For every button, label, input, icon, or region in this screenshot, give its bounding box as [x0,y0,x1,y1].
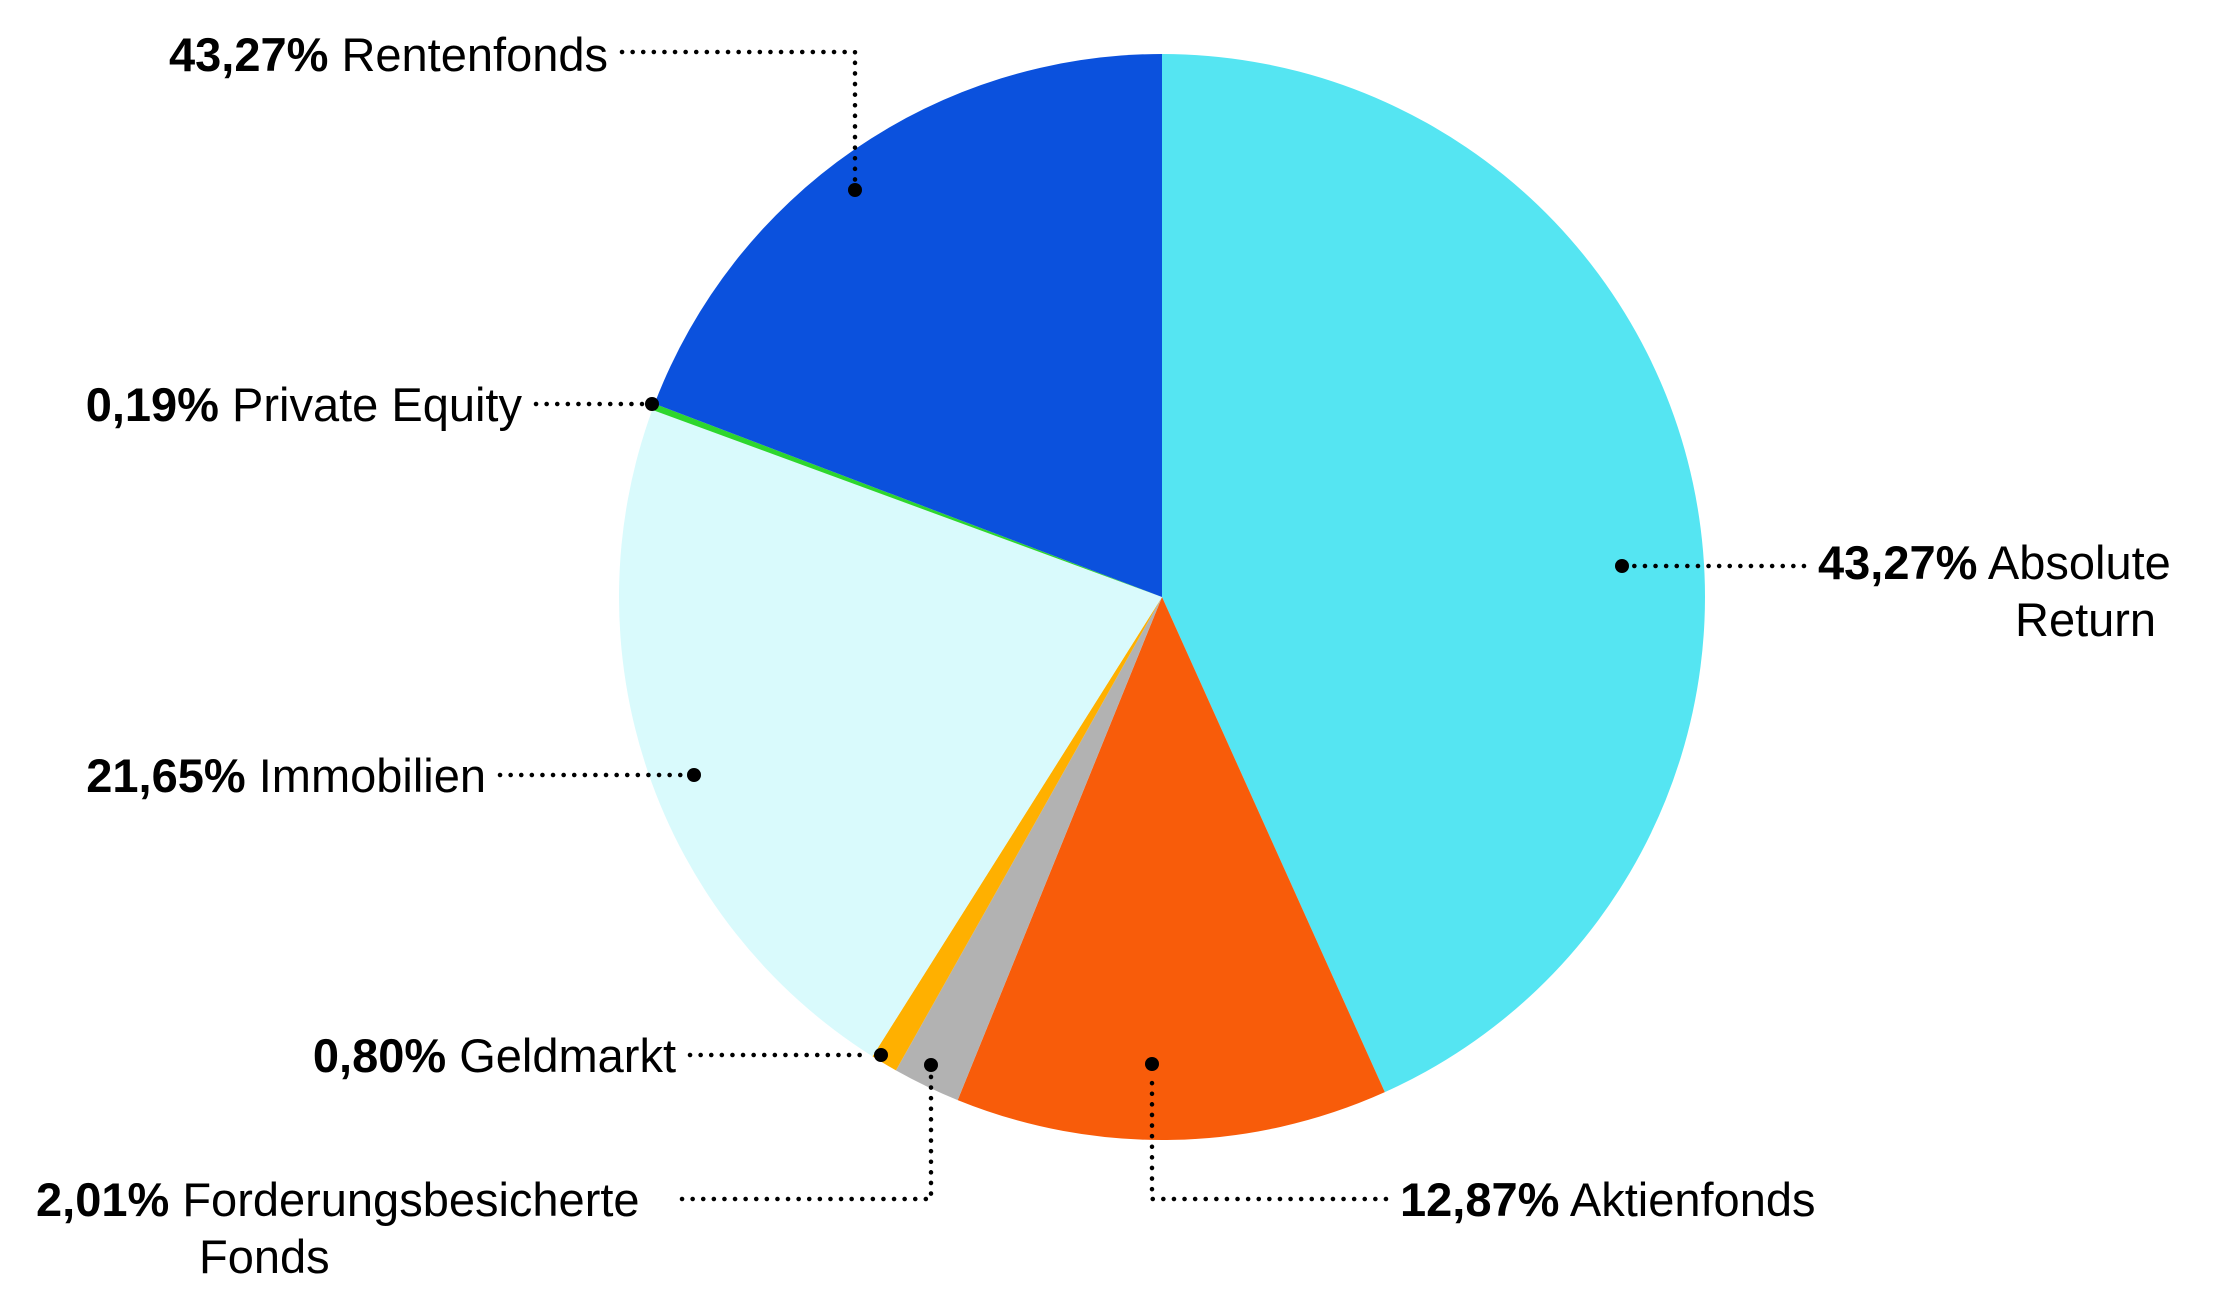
pie-slice-rentenfonds [654,54,1162,597]
pie-slice-aktienfonds [957,597,1385,1140]
pie-slice-geldmarkt [872,597,1162,1071]
private-equity-label: Private Equity [232,378,522,431]
callout-forderungsbesicherte-fonds: 2,01% Forderungsbesicherte Fonds [36,1171,640,1285]
geldmarkt-value: 0,80% [312,1029,447,1082]
callout-dot-rentenfonds [848,183,862,197]
forderungsbesicherte-label-line1: Forderungsbesicherte [182,1173,640,1226]
pie-slice-private-equity [652,403,1162,597]
aktienfonds-value: 12,87% [1400,1173,1560,1226]
absolute-return-line1: 43,27% Absolute [1818,534,2171,591]
callout-dot-private-equity [645,397,659,411]
leader-line-aktienfonds [1149,1072,1389,1202]
pie-slice-absolute-return [1162,54,1705,1093]
aktienfonds-label: Aktienfonds [1569,1173,1816,1226]
immobilien-label: Immobilien [258,749,486,802]
callout-dot-absolute-return [1615,559,1629,573]
callout-rentenfonds: 43,27% Rentenfonds [169,26,608,83]
private-equity-value: 0,19% [85,378,219,431]
absolute-return-value: 43,27% [1818,536,1978,589]
pie-slice-forderungsbesicherte-fonds [895,597,1162,1101]
immobilien-value: 21,65% [86,749,246,802]
callout-absolute-return: 43,27% Absolute Return [1818,534,2171,648]
callout-geldmarkt: 0,80% Geldmarkt [313,1027,676,1084]
leader-line-rentenfonds [619,49,858,184]
rentenfonds-label: Rentenfonds [341,28,608,81]
forderungsbesicherte-value: 2,01% [36,1173,170,1226]
pie-slice-immobilien [619,409,1162,1057]
forderungsbesicherte-line1: 2,01% Forderungsbesicherte [36,1171,640,1228]
rentenfonds-value: 43,27% [168,28,329,81]
callout-dot-immobilien [687,768,701,782]
callout-dot-aktienfonds [1145,1057,1159,1071]
absolute-return-label-line2: Return [2015,593,2157,646]
geldmarkt-label: Geldmarkt [459,1029,676,1082]
callout-aktienfonds: 12,87% Aktienfonds [1400,1171,1815,1228]
callout-immobilien: 21,65% Immobilien [86,747,486,804]
callout-dot-forderungsbesicherte-fonds [924,1058,938,1072]
forderungsbesicherte-label-line2: Fonds [199,1230,330,1283]
callout-dot-geldmarkt [874,1048,888,1062]
leader-line-forderungsbesicherte-fonds [679,1073,934,1202]
callout-private-equity: 0,19% Private Equity [86,376,522,433]
absolute-return-label-line1: Absolute [1987,536,2171,589]
